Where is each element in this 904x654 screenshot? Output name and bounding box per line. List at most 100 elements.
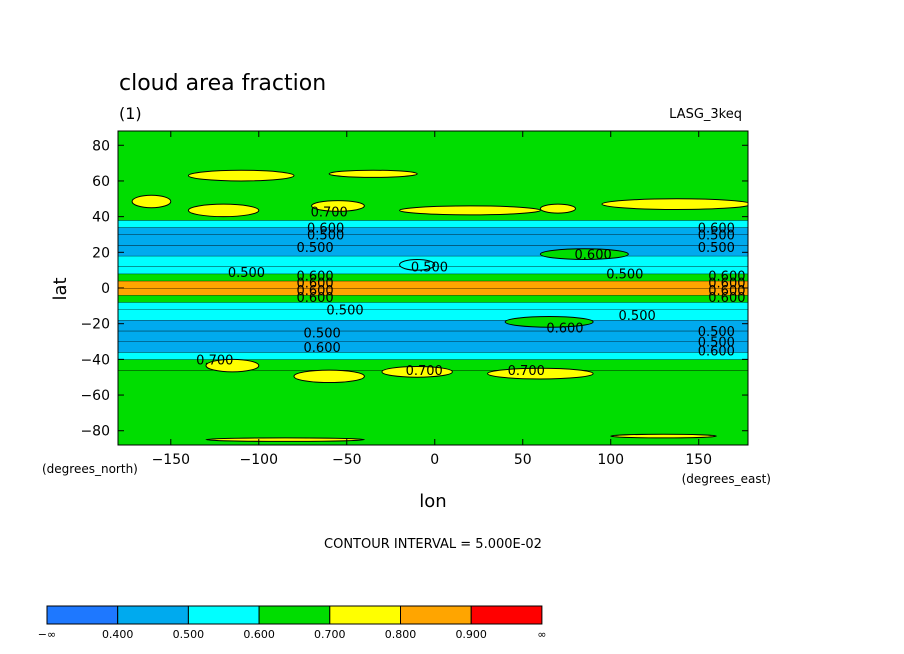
contour-patch (601, 198, 748, 210)
contour-patch (205, 358, 260, 373)
x-tick-label: 150 (685, 452, 712, 468)
contour-label: 0.600 (296, 270, 333, 285)
lat-band (118, 266, 748, 274)
lat-band (118, 302, 748, 310)
contour-label: 0.600 (296, 284, 333, 299)
x-tick-label: −50 (332, 452, 362, 468)
contour-label: 0.500 (304, 327, 341, 342)
contour-label: 0.500 (619, 309, 656, 324)
x-tick-label: 100 (597, 452, 624, 468)
contour-label: 0.500 (698, 336, 735, 351)
lat-band (118, 320, 748, 331)
lat-band (118, 280, 748, 288)
contour-label: 0.600 (304, 341, 341, 356)
colorbar-label: 0.400 (102, 628, 134, 641)
y-tick-label: −60 (80, 388, 110, 404)
contour-label: 0.700 (311, 205, 348, 220)
lat-band (118, 245, 748, 256)
colorbar-swatch (470, 605, 543, 625)
y-tick-label: 60 (92, 174, 110, 190)
contour-label: 0.700 (508, 364, 545, 379)
contour-label: 0.600 (708, 284, 745, 299)
lat-band (118, 341, 748, 353)
colorbar-label: 0.800 (385, 628, 417, 641)
y-tick-label: −20 (80, 317, 110, 333)
plot-fill-group: 0.7000.6000.5000.5000.6000.5000.5000.600… (118, 131, 748, 445)
contour-label: 0.600 (708, 277, 745, 292)
lat-band (118, 330, 748, 342)
contour-patch (187, 169, 295, 182)
colorbar-label: 0.700 (314, 628, 346, 641)
lat-band (118, 352, 748, 360)
contour-label: 0.600 (708, 270, 745, 285)
contour-label: 0.600 (708, 291, 745, 306)
contour-label: 0.500 (698, 228, 735, 243)
contour-label: 0.500 (296, 241, 333, 256)
lat-band (118, 370, 748, 445)
contour-label: 0.500 (307, 228, 344, 243)
y-tick-label: −80 (80, 424, 110, 440)
x-tick-label: −100 (240, 452, 278, 468)
lat-band (118, 288, 748, 296)
x-tick-label: 0 (430, 452, 439, 468)
contour-patch (487, 367, 594, 380)
contour-label: 0.600 (296, 291, 333, 306)
y-axis: −80 −60 −40 −20 0 20 40 60 80 (80, 138, 748, 440)
x-axis: −150 −100 −50 0 50 100 150 (152, 131, 712, 468)
lat-band (118, 234, 748, 246)
y-units-label: (degrees_north) (42, 462, 138, 476)
chart-title: cloud area fraction (119, 71, 326, 96)
chart-subtitle: (1) (119, 104, 142, 123)
contour-label: 0.500 (228, 266, 265, 281)
contour-patch (610, 433, 717, 439)
contour-label: 0.500 (326, 303, 363, 318)
x-tick-label: 50 (514, 452, 532, 468)
plot-area: 0.7000.6000.5000.5000.6000.5000.5000.600… (117, 130, 749, 446)
colorbar-label: 0.900 (455, 628, 487, 641)
contour-patch (381, 366, 453, 378)
colorbar-swatch (329, 605, 401, 625)
lat-band (118, 295, 748, 303)
contour-patch (539, 248, 629, 260)
contour-patch (399, 205, 541, 216)
contour-patch (205, 437, 365, 442)
y-tick-label: 80 (92, 138, 110, 154)
colorbar-swatch (400, 605, 472, 625)
y-axis-label: lat (50, 277, 71, 300)
lat-band (118, 359, 748, 371)
contour-patch (311, 200, 365, 212)
y-tick-label: 20 (92, 245, 110, 261)
contour-label: 0.600 (296, 277, 333, 292)
source-label: LASG_3keq (669, 107, 742, 122)
y-tick-label: −40 (80, 352, 110, 368)
colorbar-label: ∞ (537, 628, 546, 641)
contour-label: 0.700 (406, 364, 443, 379)
contour-label: 0.500 (698, 325, 735, 340)
colorbar-label: 0.600 (243, 628, 275, 641)
y-tick-label: 0 (101, 281, 110, 297)
contour-label: 0.600 (698, 344, 735, 359)
lat-band (118, 220, 748, 228)
colorbar-label: 0.500 (173, 628, 205, 641)
y-tick-label: 40 (92, 210, 110, 226)
colorbar-swatch (117, 605, 189, 625)
x-axis-label: lon (419, 491, 446, 512)
contour-patch (399, 258, 436, 271)
contour-label: 0.500 (698, 241, 735, 256)
colorbar-swatch (46, 605, 119, 625)
contour-patch (539, 203, 577, 214)
contour-label: 0.600 (575, 248, 612, 263)
colorbar: −∞ 0.400 0.500 0.600 0.700 0.800 0.900 ∞ (38, 605, 546, 641)
contour-patch (328, 169, 418, 178)
x-tick-label: −150 (152, 452, 190, 468)
lat-band (118, 255, 748, 267)
contour-patch (504, 316, 594, 328)
contour-label: 0.500 (411, 261, 448, 276)
contour-patch (131, 194, 172, 209)
contour-label: 0.500 (606, 268, 643, 283)
colorbar-swatch (258, 605, 331, 625)
contour-patch (187, 203, 260, 218)
colorbar-label: −∞ (38, 628, 56, 641)
lat-band (118, 227, 748, 235)
